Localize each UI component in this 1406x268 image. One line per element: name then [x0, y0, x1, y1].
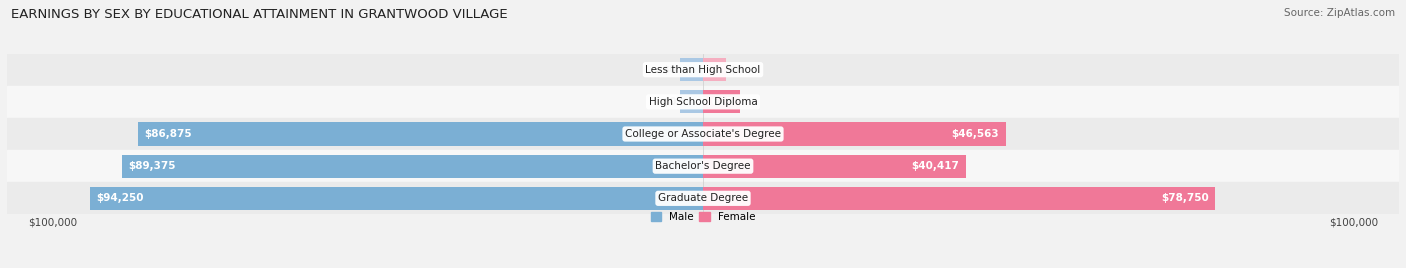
Legend: Male, Female: Male, Female — [651, 212, 755, 222]
Text: $78,750: $78,750 — [1161, 193, 1209, 203]
Text: College or Associate's Degree: College or Associate's Degree — [626, 129, 780, 139]
Bar — [681, 58, 703, 81]
Text: $94,250: $94,250 — [97, 193, 143, 203]
Bar — [138, 122, 703, 146]
Bar — [90, 187, 703, 210]
Text: EARNINGS BY SEX BY EDUCATIONAL ATTAINMENT IN GRANTWOOD VILLAGE: EARNINGS BY SEX BY EDUCATIONAL ATTAINMEN… — [11, 8, 508, 21]
Text: $86,875: $86,875 — [145, 129, 193, 139]
Bar — [122, 155, 703, 178]
Text: Bachelor's Degree: Bachelor's Degree — [655, 161, 751, 171]
Text: Source: ZipAtlas.com: Source: ZipAtlas.com — [1284, 8, 1395, 18]
Text: Less than High School: Less than High School — [645, 65, 761, 75]
Text: $40,417: $40,417 — [911, 161, 959, 171]
Bar — [703, 187, 1215, 210]
Bar — [703, 90, 740, 113]
Text: $0: $0 — [662, 97, 676, 107]
Bar — [7, 182, 1399, 214]
Text: Graduate Degree: Graduate Degree — [658, 193, 748, 203]
Text: High School Diploma: High School Diploma — [648, 97, 758, 107]
Bar — [703, 155, 966, 178]
Bar — [7, 54, 1399, 86]
Bar — [681, 90, 703, 113]
Bar — [703, 122, 1005, 146]
Bar — [7, 150, 1399, 182]
Bar — [7, 86, 1399, 118]
Text: $0: $0 — [730, 65, 744, 75]
Text: $89,375: $89,375 — [128, 161, 176, 171]
Text: $5,625: $5,625 — [693, 97, 733, 107]
Text: $46,563: $46,563 — [952, 129, 1000, 139]
Text: $0: $0 — [662, 65, 676, 75]
Bar — [703, 58, 725, 81]
Bar — [7, 118, 1399, 150]
